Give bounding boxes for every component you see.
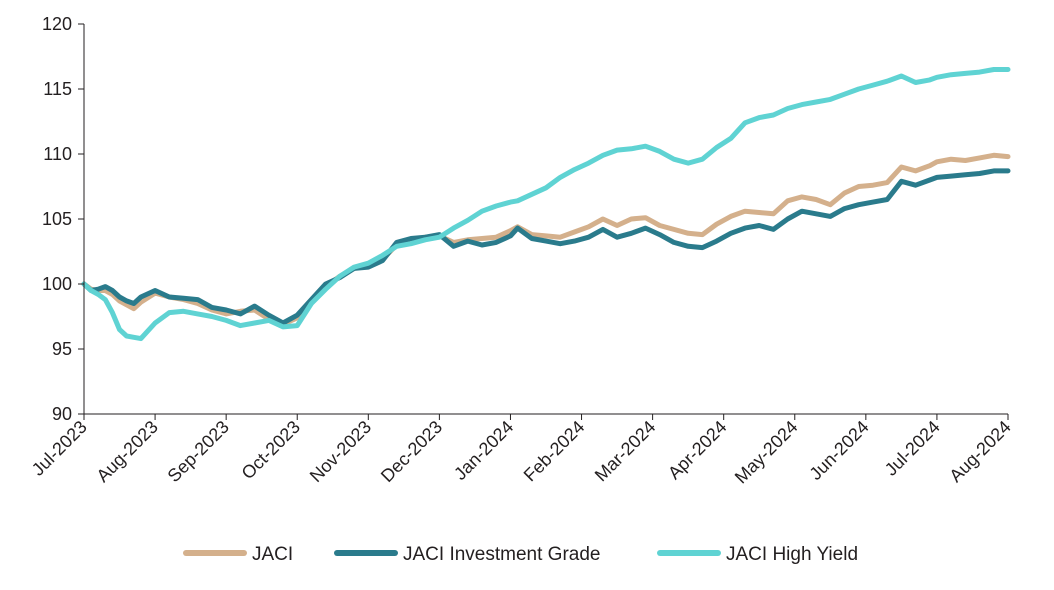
x-tick-label: Jul-2024 — [881, 417, 944, 480]
legend-label: JACI High Yield — [726, 544, 858, 565]
x-tick-label: Dec-2023 — [377, 417, 446, 486]
y-tick-label: 95 — [52, 339, 72, 359]
x-tick-label: Aug-2023 — [93, 417, 162, 486]
x-tick-label: Feb-2024 — [520, 417, 589, 486]
series-line-2 — [81, 168, 1011, 326]
x-tick-label: May-2024 — [731, 417, 802, 488]
series-line-3 — [81, 67, 1011, 342]
y-tick-label: 120 — [42, 14, 72, 34]
x-tick-label: Oct-2023 — [238, 417, 305, 484]
series-lines — [81, 67, 1011, 342]
x-tick-label: Jan-2024 — [450, 417, 517, 484]
legend: JACI JACI Investment Grade JACI High Yield — [183, 544, 858, 565]
x-tick-label: Apr-2024 — [664, 417, 731, 484]
legend-label: JACI Investment Grade — [403, 544, 600, 565]
y-tick-label: 115 — [43, 79, 72, 99]
x-tick-label: Mar-2024 — [591, 417, 660, 486]
x-tick-label: Nov-2023 — [306, 417, 375, 486]
axes — [83, 24, 1008, 415]
x-tick-label: Jun-2024 — [805, 417, 872, 484]
legend-label: JACI — [252, 544, 293, 565]
x-tick-label: Jul-2023 — [28, 417, 91, 480]
x-axis-ticks: Jul-2023 Aug-2023 Sep-2023 Oct-2023 Nov-2023… — [28, 414, 1015, 487]
y-tick-label: 90 — [52, 404, 72, 424]
y-tick-label: 100 — [42, 274, 72, 294]
y-tick-label: 105 — [42, 209, 72, 229]
y-axis-ticks: 90 95 100 105 110 115 120 — [42, 14, 84, 424]
y-tick-label: 110 — [43, 144, 72, 164]
x-tick-label: Aug-2024 — [945, 417, 1014, 486]
x-tick-label: Sep-2023 — [164, 417, 233, 486]
